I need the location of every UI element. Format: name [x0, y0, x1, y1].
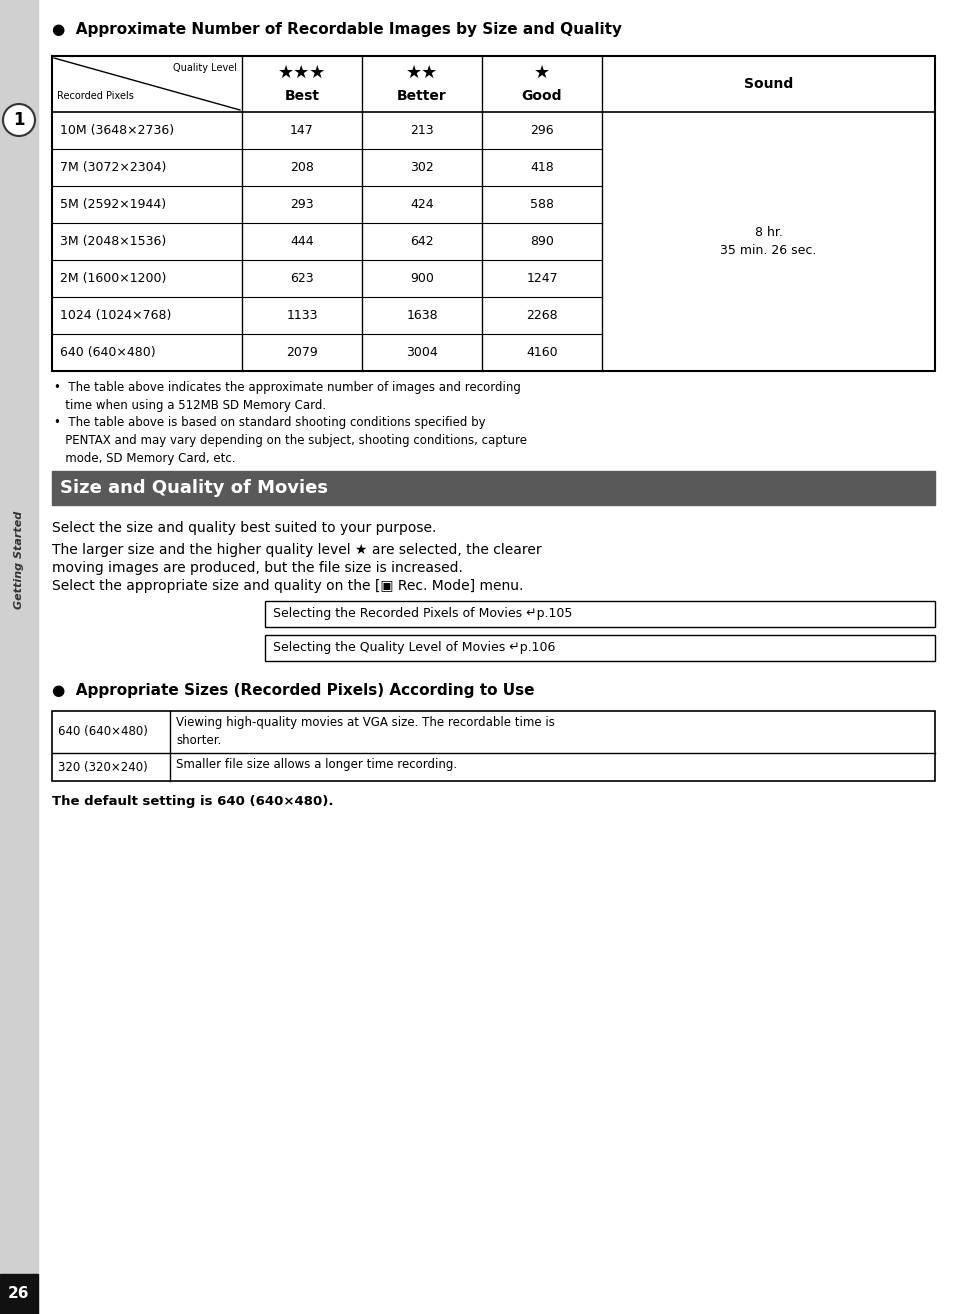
Text: Select the appropriate size and quality on the [▣ Rec. Mode] menu.: Select the appropriate size and quality …: [52, 579, 523, 593]
Bar: [0, 0, 38, 1314]
Text: Selecting the Recorded Pixels of Movies ↵p.105: Selecting the Recorded Pixels of Movies …: [273, 607, 572, 620]
Text: ●  Approximate Number of Recordable Images by Size and Quality: ● Approximate Number of Recordable Image…: [52, 22, 621, 37]
Text: 900: 900: [410, 272, 434, 285]
Text: 10M (3648×2736): 10M (3648×2736): [60, 124, 174, 137]
Text: Select the size and quality best suited to your purpose.: Select the size and quality best suited …: [52, 520, 436, 535]
Text: Size and Quality of Movies: Size and Quality of Movies: [60, 480, 328, 497]
Text: 293: 293: [290, 198, 314, 212]
Text: Getting Started: Getting Started: [14, 511, 24, 610]
Text: 147: 147: [290, 124, 314, 137]
Text: 2268: 2268: [526, 309, 558, 322]
Text: The default setting is 640 (640×480).: The default setting is 640 (640×480).: [52, 795, 334, 808]
Text: Selecting the Quality Level of Movies ↵p.106: Selecting the Quality Level of Movies ↵p…: [273, 641, 555, 654]
Text: 2M (1600×1200): 2M (1600×1200): [60, 272, 166, 285]
Text: 424: 424: [410, 198, 434, 212]
Text: 623: 623: [290, 272, 314, 285]
Text: ★: ★: [534, 64, 550, 81]
Circle shape: [3, 104, 35, 137]
Text: ★★: ★★: [405, 64, 437, 81]
Text: 4160: 4160: [526, 346, 558, 359]
Text: •  The table above is based on standard shooting conditions specified by
   PENT: • The table above is based on standard s…: [54, 417, 526, 465]
Text: 640 (640×480): 640 (640×480): [60, 346, 155, 359]
Text: 8 hr.
35 min. 26 sec.: 8 hr. 35 min. 26 sec.: [720, 226, 816, 258]
Text: 1: 1: [13, 110, 25, 129]
Text: ●  Appropriate Sizes (Recorded Pixels) According to Use: ● Appropriate Sizes (Recorded Pixels) Ac…: [52, 683, 534, 698]
Text: 1024 (1024×768): 1024 (1024×768): [60, 309, 172, 322]
Text: 320 (320×240): 320 (320×240): [58, 761, 148, 774]
Bar: [52, 57, 934, 371]
Text: 588: 588: [530, 198, 554, 212]
Text: •  The table above indicates the approximate number of images and recording
   t: • The table above indicates the approxim…: [54, 381, 520, 413]
Text: 1133: 1133: [286, 309, 317, 322]
Text: Viewing high-quality movies at VGA size. The recordable time is
shorter.: Viewing high-quality movies at VGA size.…: [175, 716, 555, 746]
Text: 640 (640×480): 640 (640×480): [58, 725, 148, 738]
Text: 5M (2592×1944): 5M (2592×1944): [60, 198, 166, 212]
Bar: [52, 711, 934, 781]
Text: 890: 890: [530, 235, 554, 248]
Bar: [265, 635, 934, 661]
Text: 302: 302: [410, 162, 434, 173]
Bar: [52, 470, 934, 505]
Text: Sound: Sound: [743, 78, 792, 91]
Text: 3004: 3004: [406, 346, 437, 359]
Text: 26: 26: [9, 1286, 30, 1301]
Text: 208: 208: [290, 162, 314, 173]
Text: 2079: 2079: [286, 346, 317, 359]
Text: Better: Better: [396, 89, 446, 102]
Text: Smaller file size allows a longer time recording.: Smaller file size allows a longer time r…: [175, 758, 456, 771]
Text: ★★★: ★★★: [277, 64, 326, 81]
Text: 3M (2048×1536): 3M (2048×1536): [60, 235, 166, 248]
Text: Good: Good: [521, 89, 561, 102]
Bar: [0, 1275, 38, 1314]
Text: Recorded Pixels: Recorded Pixels: [57, 91, 133, 101]
Text: 213: 213: [410, 124, 434, 137]
Text: 1247: 1247: [526, 272, 558, 285]
Text: 642: 642: [410, 235, 434, 248]
Bar: [265, 600, 934, 627]
Text: 7M (3072×2304): 7M (3072×2304): [60, 162, 166, 173]
Text: Best: Best: [284, 89, 319, 102]
Text: The larger size and the higher quality level ★ are selected, the clearer: The larger size and the higher quality l…: [52, 543, 541, 557]
Text: 444: 444: [290, 235, 314, 248]
Text: 1638: 1638: [406, 309, 437, 322]
Text: moving images are produced, but the file size is increased.: moving images are produced, but the file…: [52, 561, 462, 576]
Text: 418: 418: [530, 162, 554, 173]
Text: 296: 296: [530, 124, 554, 137]
Text: Quality Level: Quality Level: [172, 63, 236, 74]
